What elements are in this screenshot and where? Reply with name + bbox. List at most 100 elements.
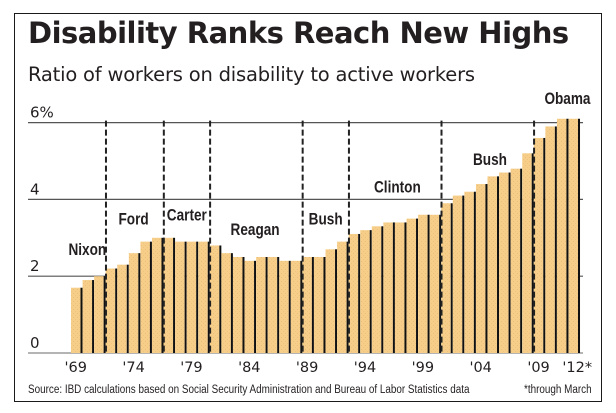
bar-edge	[450, 203, 453, 353]
bar-fill	[82, 280, 93, 353]
bar-1985	[256, 257, 268, 353]
bar-2011	[556, 118, 569, 353]
bar-edge	[566, 118, 569, 353]
bar-edge	[346, 241, 349, 353]
bar-1970	[82, 280, 95, 353]
x-tick-label: '69	[65, 360, 87, 376]
bar-fill	[117, 264, 127, 353]
source-note: Source: IBD calculations based on Social…	[28, 384, 470, 396]
x-tick-label: '84	[238, 360, 260, 376]
bar-2002	[452, 195, 465, 353]
bar-fill	[464, 191, 474, 353]
chart-frame	[14, 13, 602, 402]
bar-1980	[198, 241, 210, 353]
bar-1996	[383, 222, 395, 353]
bar-1989	[302, 257, 314, 353]
bar-1974	[128, 253, 141, 353]
x-tick-label: '12*	[562, 360, 592, 376]
bar-2008	[522, 153, 534, 353]
bar-1986	[267, 257, 280, 353]
bar-edge	[369, 230, 372, 353]
bar-fill	[475, 184, 486, 353]
bar-fill	[186, 241, 197, 353]
bar-edge	[300, 260, 303, 353]
bar-1988	[290, 260, 303, 353]
x-axis-labels: '69 '74 '79 '84 '89 '94 '99 '04 '09 '12*	[65, 360, 593, 376]
bar-fill	[441, 203, 451, 353]
bar-2006	[499, 172, 511, 353]
bar-2012	[568, 118, 581, 353]
bar-2010	[545, 126, 557, 353]
bar-1971	[94, 276, 106, 353]
bar-edge	[149, 241, 152, 353]
bar-fill	[487, 176, 498, 353]
bar-1984	[244, 260, 257, 353]
bar-1976	[151, 237, 164, 353]
bar-fill	[128, 253, 139, 353]
bar-fill	[140, 241, 150, 353]
president-label-clinton: Clinton	[374, 178, 421, 197]
bar-2005	[487, 176, 500, 353]
bar-fill	[418, 214, 428, 353]
term-dividers	[104, 120, 536, 353]
bar-1977	[163, 237, 176, 353]
bar-fill	[337, 241, 347, 353]
bar-fill	[244, 260, 255, 353]
bar-fill	[209, 245, 220, 353]
bar-fill	[256, 257, 266, 353]
bar-2009	[533, 137, 546, 353]
bar-edge	[335, 249, 338, 353]
bar-edge	[207, 241, 210, 353]
president-label-ford: Ford	[119, 210, 149, 229]
bar-fill	[371, 226, 382, 353]
bar-fill	[568, 118, 579, 353]
bar-1978	[175, 241, 187, 353]
bar-fill	[429, 214, 440, 353]
bar-edge	[520, 168, 523, 353]
bar-fill	[556, 118, 567, 353]
bar-fill	[279, 260, 289, 353]
bar-2003	[464, 191, 476, 353]
bar-2007	[510, 168, 523, 353]
footnote: *through March	[524, 384, 592, 396]
bar-edge	[92, 280, 95, 353]
bar-edge	[404, 222, 407, 353]
bar-edge	[416, 218, 419, 353]
bar-edge	[358, 233, 361, 353]
bar-fill	[394, 222, 405, 353]
bar-1991	[325, 249, 338, 353]
bar-1969	[71, 287, 83, 353]
bar-fill	[221, 253, 231, 353]
bar-1998	[406, 218, 419, 353]
bar-fill	[348, 233, 359, 353]
x-tick-label: '04	[469, 360, 491, 376]
bar-edge	[184, 241, 187, 353]
bar-2001	[441, 203, 453, 353]
bar-edge	[381, 226, 384, 353]
bar-edge	[543, 137, 546, 353]
bar-edge	[497, 176, 500, 353]
chart-title: Disability Ranks Reach New Highs	[28, 16, 569, 50]
bar-edge	[439, 214, 442, 353]
y-tick-label: 0	[30, 334, 40, 352]
bar-1979	[186, 241, 199, 353]
president-label-carter: Carter	[167, 206, 207, 225]
bar-edge	[392, 222, 395, 353]
bar-edge	[230, 253, 233, 353]
bar-edge	[508, 172, 511, 353]
x-tick-label: '09	[527, 360, 549, 376]
bar-fill	[533, 137, 544, 353]
bar-fill	[452, 195, 463, 353]
x-tick-label: '74	[122, 360, 144, 376]
bar-edge	[196, 241, 199, 353]
bar-edge	[277, 257, 280, 353]
bar-1973	[117, 264, 129, 353]
bar-edge	[265, 257, 268, 353]
bar-1987	[279, 260, 291, 353]
bar-2000	[429, 214, 442, 353]
bar-fill	[313, 257, 324, 353]
bar-1982	[221, 253, 233, 353]
bar-fill	[406, 218, 417, 353]
bar-fill	[290, 260, 301, 353]
